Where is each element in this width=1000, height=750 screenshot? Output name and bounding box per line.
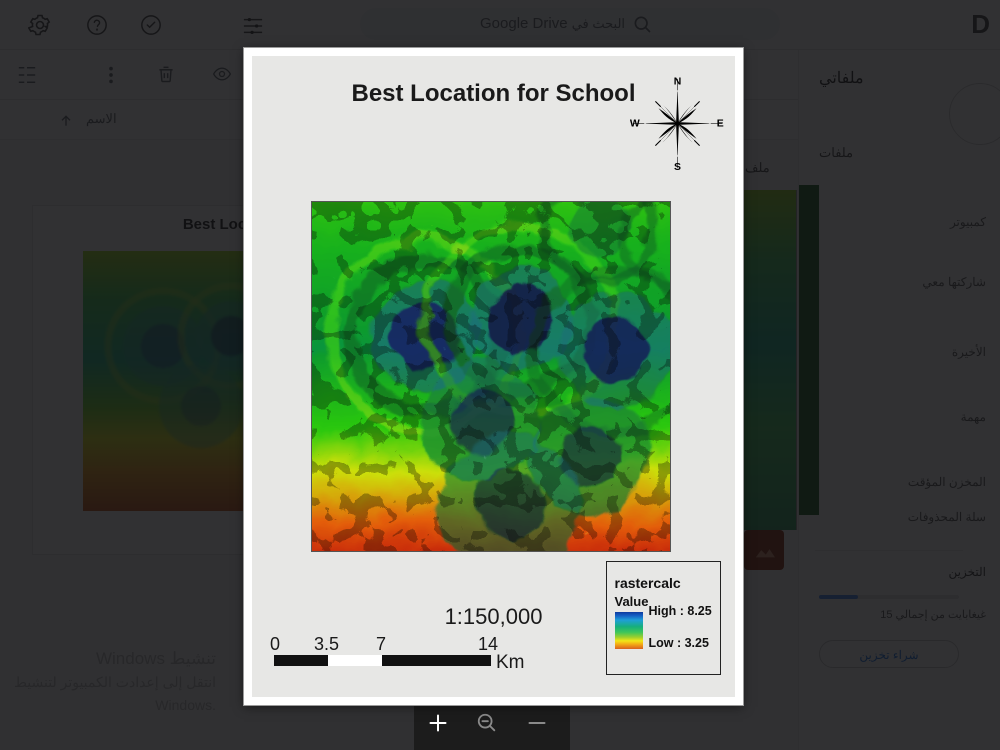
svg-text:E: E bbox=[717, 118, 724, 129]
svg-text:W: W bbox=[630, 118, 640, 129]
